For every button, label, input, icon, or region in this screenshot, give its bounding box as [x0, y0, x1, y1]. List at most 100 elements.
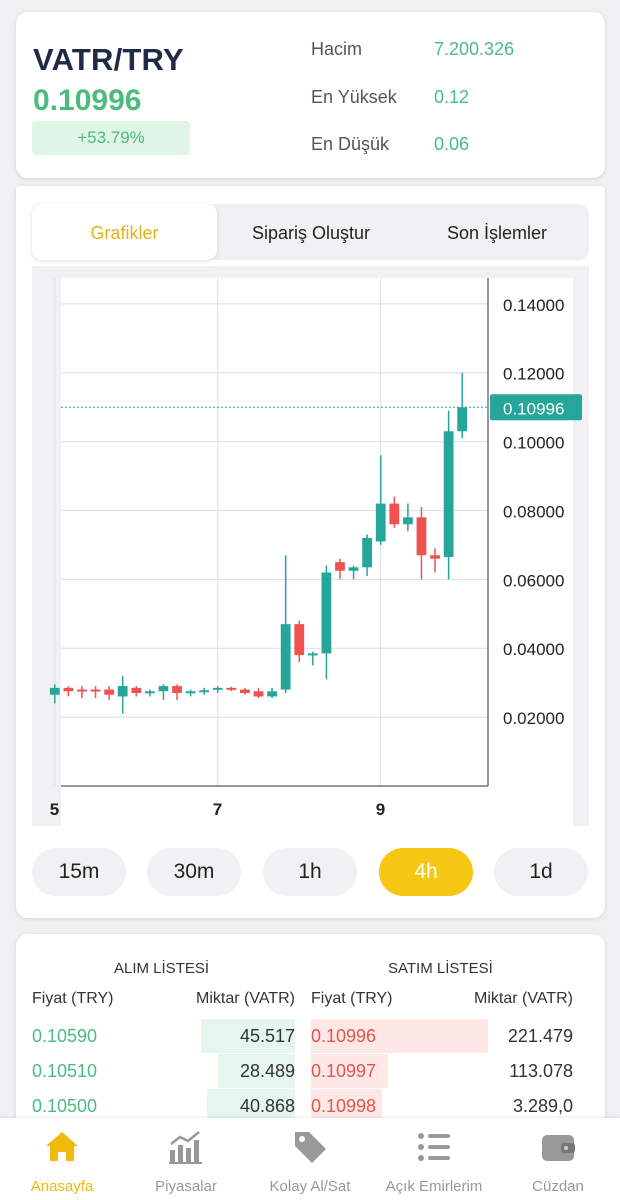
- ask-amount: 3.289,0: [512, 1096, 573, 1116]
- bid-price: 0.10500: [32, 1096, 98, 1116]
- home-icon: [46, 1132, 78, 1161]
- pair-name: VATR/TRY: [33, 42, 184, 77]
- order-book-card: ALIM LİSTESİ SATIM LİSTESİ Fiyat (TRY) M…: [16, 934, 605, 1134]
- candle-body: [240, 689, 250, 694]
- change-badge: +53.79%: [32, 121, 190, 155]
- candle-body: [63, 687, 74, 692]
- y-tick-label: 0.04000: [503, 640, 564, 659]
- candle-body: [158, 686, 169, 692]
- ask-amount: 221.479: [507, 1026, 573, 1046]
- nav-markets-label: Piyasalar: [155, 1178, 217, 1195]
- ask-price: 0.10997: [311, 1061, 377, 1081]
- list-icon: [418, 1133, 450, 1161]
- candle-body: [117, 686, 128, 697]
- candle-body: [443, 431, 454, 557]
- order-book-row[interactable]: 0.10500 40.868 0.10998 3.289,0: [16, 1089, 605, 1123]
- volume-label: Hacim: [311, 39, 363, 59]
- nav-open-orders-label: Açık Emirlerim: [385, 1178, 483, 1195]
- bid-depth-bar: [201, 1019, 295, 1053]
- ticker-summary-card: VATR/TRY 0.10996 +53.79% Hacim 7.200.326…: [16, 12, 605, 178]
- tab-create-order[interactable]: Sipariş Oluştur: [251, 223, 371, 243]
- nav-wallet-label: Cüzdan: [532, 1178, 584, 1195]
- low-label: En Düşük: [311, 134, 390, 154]
- candle-body: [253, 691, 264, 697]
- candle-body: [294, 624, 305, 656]
- tab-bar: Grafikler Sipariş Oluştur Son İşlemler: [32, 204, 589, 260]
- x-tick-label: 7: [213, 800, 222, 819]
- order-book-row[interactable]: 0.10510 28.489 0.10997 113.078: [16, 1054, 605, 1088]
- y-tick-label: 0.02000: [503, 709, 564, 728]
- candle-body: [144, 691, 155, 694]
- nav-easy-buy-sell[interactable]: Kolay Al/Sat: [248, 1118, 372, 1200]
- order-book-row[interactable]: 0.10590 45.517 0.10996 221.479: [16, 1019, 605, 1053]
- interval-1h-button[interactable]: 1h: [263, 848, 357, 896]
- candle-body: [307, 653, 318, 656]
- candle-body: [104, 689, 115, 695]
- nav-wallet[interactable]: Cüzdan: [496, 1118, 620, 1200]
- candle-body: [348, 567, 359, 571]
- interval-4h-button[interactable]: 4h: [379, 848, 473, 896]
- nav-open-orders[interactable]: Açık Emirlerim: [372, 1118, 496, 1200]
- candle-body: [416, 517, 427, 556]
- current-price-label: 0.10996: [503, 399, 564, 418]
- candle-body: [77, 689, 87, 692]
- ask-depth-bar: [311, 1054, 388, 1088]
- bid-amount-header: Miktar (VATR): [196, 990, 295, 1007]
- candle-body: [389, 503, 400, 525]
- bid-price-header: Fiyat (TRY): [32, 990, 114, 1007]
- candle-body: [430, 555, 440, 559]
- x-tick-label: 5: [50, 800, 59, 819]
- bid-price: 0.10590: [32, 1026, 98, 1046]
- ask-price-header: Fiyat (TRY): [311, 990, 393, 1007]
- interval-1d-button[interactable]: 1d: [494, 848, 588, 896]
- y-tick-label: 0.14000: [503, 296, 564, 315]
- ask-amount: 113.078: [509, 1061, 573, 1081]
- candlestick-chart[interactable]: 0.14000 0.12000 0.10000 0.08000 0.06000 0.040…: [32, 266, 589, 826]
- candle-body: [402, 517, 413, 525]
- chart-svg: 0.14000 0.12000 0.10000 0.08000 0.06000 0.040…: [49, 278, 582, 826]
- ask-price: 0.10998: [311, 1096, 377, 1116]
- last-price: 0.10996: [33, 84, 142, 117]
- wallet-icon: [542, 1135, 575, 1161]
- ask-list-title: SATIM LİSTESİ: [388, 960, 493, 977]
- nav-markets[interactable]: Piyasalar: [124, 1118, 248, 1200]
- candle-body: [226, 687, 237, 690]
- candle-body: [185, 691, 196, 694]
- candle-body: [280, 624, 291, 690]
- nav-home[interactable]: Anasayfa: [0, 1118, 124, 1200]
- candle-body: [267, 691, 277, 697]
- low-value: 0.06: [434, 134, 470, 154]
- tab-charts[interactable]: Grafikler: [32, 204, 217, 260]
- y-tick-label: 0.08000: [503, 502, 564, 521]
- interval-selector: 15m 30m 1h 4h 1d: [32, 848, 589, 898]
- bid-depth-bar: [207, 1089, 295, 1123]
- chart-card: Grafikler Sipariş Oluştur Son İşlemler 0…: [16, 186, 605, 918]
- bid-amount: 40.868: [239, 1096, 295, 1116]
- nav-easy-buy-sell-label: Kolay Al/Sat: [269, 1178, 351, 1195]
- candle-body: [457, 407, 468, 432]
- volume-value: 7.200.326: [434, 39, 515, 59]
- x-tick-label: 9: [376, 800, 385, 819]
- candle-body: [49, 687, 60, 695]
- candle-body: [212, 687, 223, 690]
- interval-30m-button[interactable]: 30m: [147, 848, 241, 896]
- y-axis-area: [488, 278, 573, 786]
- current-price-tag: [490, 394, 582, 421]
- candle-body: [321, 572, 332, 654]
- bid-amount: 45.517: [239, 1026, 295, 1046]
- interval-15m-button[interactable]: 15m: [32, 848, 126, 896]
- ask-price: 0.10996: [311, 1026, 377, 1046]
- candle-body: [375, 503, 386, 542]
- candle-body: [199, 690, 210, 693]
- tab-recent-trades[interactable]: Son İşlemler: [446, 223, 548, 243]
- y-tick-label: 0.12000: [503, 365, 564, 384]
- high-value: 0.12: [434, 87, 470, 107]
- bottom-navigation: Anasayfa Piyasalar Kolay Al/Sat Açık Emi…: [0, 1118, 620, 1200]
- x-axis-area: [61, 786, 573, 826]
- ask-depth-bar: [311, 1019, 488, 1053]
- candle-body: [335, 562, 345, 571]
- candle-body: [90, 689, 101, 692]
- ask-amount-header: Miktar (VATR): [474, 990, 573, 1007]
- bid-depth-bar: [218, 1054, 295, 1088]
- ask-depth-bar: [311, 1089, 382, 1123]
